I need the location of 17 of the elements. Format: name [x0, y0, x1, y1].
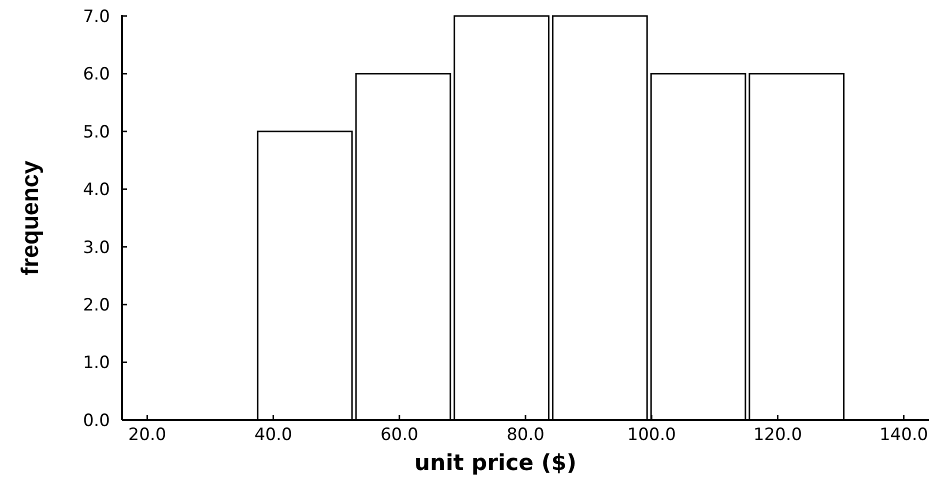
x-tick-label: 120.0 [753, 425, 802, 445]
y-tick-label: 0.0 [82, 410, 110, 431]
x-tick-label: 100.0 [627, 425, 676, 445]
x-tick-label: 140.0 [879, 425, 928, 445]
x-tick-label: 20.0 [128, 425, 166, 445]
y-tick-label: 5.0 [82, 122, 110, 142]
y-axis-title: frequency [17, 160, 44, 276]
y-tick-label: 3.0 [82, 238, 110, 258]
y-tick-label: 6.0 [82, 64, 110, 85]
x-axis-title: unit price ($) [414, 451, 577, 476]
y-tick-label: 2.0 [82, 296, 110, 316]
x-tick-label: 80.0 [506, 425, 544, 445]
y-tick-label: 1.0 [82, 353, 110, 374]
x-tick-label: 40.0 [254, 425, 292, 445]
x-tick-label: 60.0 [380, 425, 418, 445]
y-tick-label: 7.0 [82, 6, 110, 27]
y-tick-label: 4.0 [82, 180, 110, 200]
